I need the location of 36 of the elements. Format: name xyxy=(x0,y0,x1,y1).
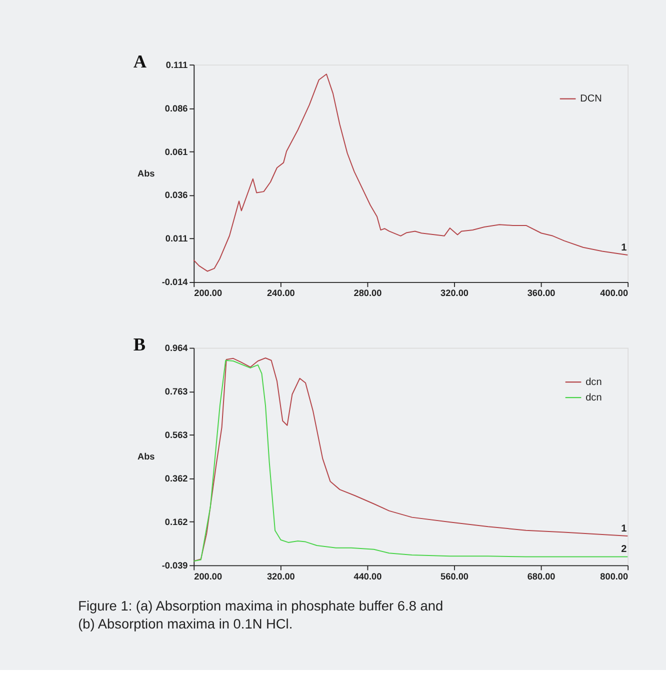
legend-label: dcn xyxy=(586,376,602,388)
y-tick-label: 0.362 xyxy=(164,473,188,484)
y-axis-title: Abs xyxy=(137,168,155,178)
x-tick-label: 240.00 xyxy=(266,288,295,298)
x-tick-label: 320.00 xyxy=(440,288,468,298)
annotation: 2 xyxy=(621,544,628,556)
y-tick-label: 0.563 xyxy=(164,430,188,440)
y-tick-label: 0.111 xyxy=(166,60,188,70)
x-tick-label: 440.00 xyxy=(354,571,382,582)
y-tick-label: 0.763 xyxy=(164,386,188,397)
chart-title: A xyxy=(133,51,148,72)
x-tick-label: 800.00 xyxy=(600,571,628,582)
x-tick-label: 360.00 xyxy=(527,288,556,298)
y-tick-label: 0.061 xyxy=(164,146,188,157)
y-tick-label: -0.039 xyxy=(162,560,188,570)
y-tick-label: 0.086 xyxy=(164,103,188,114)
annotation: 1 xyxy=(621,523,628,534)
chart-title: B xyxy=(133,334,146,355)
legend-label: DCN xyxy=(580,94,602,105)
y-axis-title: Abs xyxy=(137,452,155,462)
y-tick-label: 0.964 xyxy=(164,342,189,353)
line-series xyxy=(193,74,628,272)
y-tick-label: 0.011 xyxy=(165,234,188,244)
x-tick-label: 200.00 xyxy=(194,288,222,298)
x-tick-label: 680.00 xyxy=(527,571,556,582)
x-tick-label: 400.00 xyxy=(600,288,628,298)
y-tick-label: -0.014 xyxy=(162,277,189,288)
y-tick-label: 0.036 xyxy=(164,190,188,200)
legend-label: dcn xyxy=(586,392,602,404)
annotation: 1 xyxy=(621,242,628,254)
x-tick-label: 280.00 xyxy=(354,288,382,298)
y-tick-label: 0.162 xyxy=(164,516,188,527)
x-tick-label: 200.00 xyxy=(194,571,222,582)
caption: Figure 1: (a) Absorption maxima in phosphate buffer 6.8 and (b) Absorption maxima in 0.1N HCl. xyxy=(78,598,444,632)
x-tick-label: 320.00 xyxy=(266,571,295,582)
x-tick-label: 560.00 xyxy=(440,571,468,582)
